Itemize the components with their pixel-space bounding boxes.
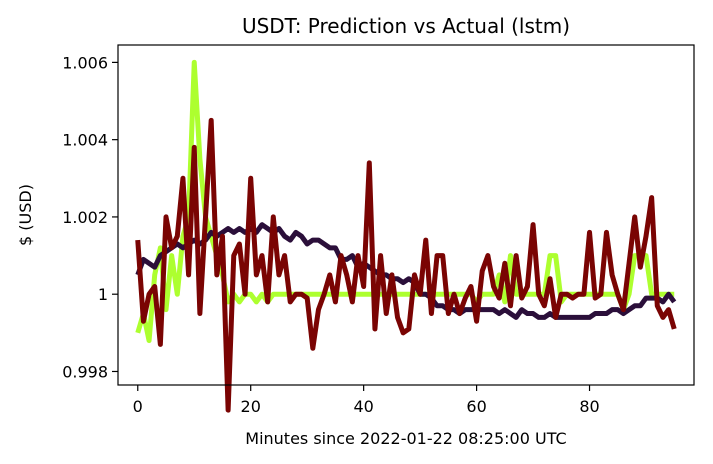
x-tick-label: 80 — [579, 397, 599, 416]
x-tick-label: 60 — [466, 397, 486, 416]
y-tick-label: 1 — [98, 285, 108, 304]
plot-frame — [117, 44, 695, 386]
chart-title: USDT: Prediction vs Actual (lstm) — [242, 14, 570, 38]
x-axis-label: Minutes since 2022-01-22 08:25:00 UTC — [245, 429, 566, 448]
ticks-layer: 0 20 40 60 80 0.998 1 1.002 1.004 1.006 — [62, 53, 600, 416]
y-tick-label: 0.998 — [62, 362, 108, 381]
y-axis-label: $ (USD) — [16, 184, 35, 246]
series-layer — [135, 59, 677, 413]
y-tick-label: 1.004 — [62, 131, 108, 150]
x-tick-label: 20 — [241, 397, 261, 416]
series-line-3 — [135, 117, 677, 413]
x-tick-label: 40 — [353, 397, 373, 416]
y-tick-label: 1.002 — [62, 208, 108, 227]
x-tick-label: 0 — [133, 397, 143, 416]
y-tick-label: 1.006 — [62, 53, 108, 72]
series-line-2 — [135, 222, 677, 320]
